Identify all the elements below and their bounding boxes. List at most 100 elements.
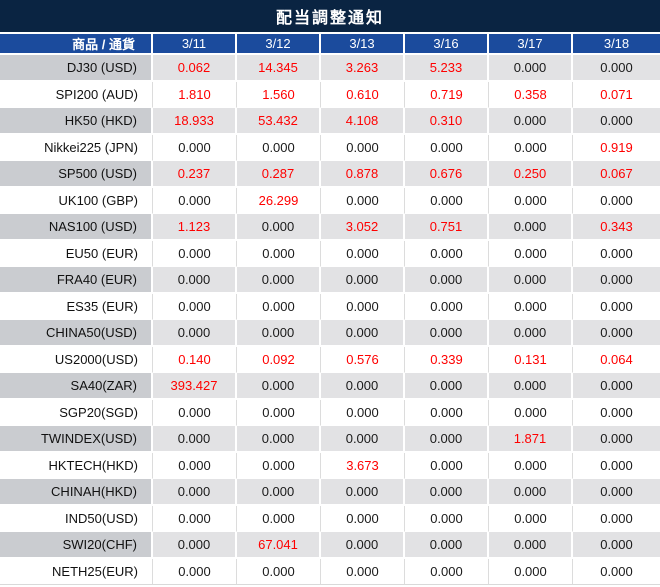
dividend-adjustment-table: 商品 / 通貨 3/11 3/12 3/13 3/16 3/17 3/18 DJ30 (U… [0, 34, 660, 585]
adjustment-value-cell: 0.000 [405, 294, 489, 320]
row-label: FRA40 (EUR) [0, 266, 153, 295]
adjustment-value-cell: 0.000 [489, 188, 573, 214]
adjustment-value-cell: 0.000 [573, 506, 660, 532]
adjustment-value-cell: 3.263 [321, 55, 405, 83]
adjustment-value-cell: 3.052 [321, 213, 405, 242]
adjustment-value-cell: 0.878 [321, 160, 405, 189]
adjustment-value-cell: 14.345 [237, 55, 321, 83]
adjustment-value-cell: 0.000 [237, 319, 321, 348]
adjustment-value-cell: 0.131 [489, 347, 573, 373]
adjustment-value-cell: 0.000 [489, 506, 573, 532]
adjustment-value-cell: 0.000 [573, 266, 660, 295]
table-row: CHINAH(HKD) 0.000 0.000 0.000 0.000 0.000 0.00… [0, 478, 660, 507]
adjustment-value-cell: 0.000 [573, 559, 660, 585]
adjustment-value-cell: 4.108 [321, 107, 405, 136]
table-row: EU50 (EUR) 0.000 0.000 0.000 0.000 0.000 0.000 [0, 241, 660, 267]
adjustment-value-cell: 1.810 [153, 82, 237, 108]
adjustment-value-cell: 0.000 [573, 294, 660, 320]
table-row: CHINA50(USD) 0.000 0.000 0.000 0.000 0.000 0.0… [0, 319, 660, 348]
adjustment-value-cell: 0.000 [237, 294, 321, 320]
adjustment-value-cell: 0.000 [237, 213, 321, 242]
adjustment-value-cell: 0.000 [321, 400, 405, 426]
adjustment-value-cell: 1.560 [237, 82, 321, 108]
column-header-date: 3/18 [573, 34, 660, 55]
adjustment-value-cell: 0.000 [489, 241, 573, 267]
adjustment-value-cell: 0.000 [153, 135, 237, 161]
row-label: EU50 (EUR) [0, 241, 153, 267]
adjustment-value-cell: 0.000 [573, 425, 660, 454]
table-row: NETH25(EUR) 0.000 0.000 0.000 0.000 0.000 0.00… [0, 559, 660, 585]
adjustment-value-cell: 0.000 [321, 559, 405, 585]
adjustment-value-cell: 5.233 [405, 55, 489, 83]
adjustment-value-cell: 0.000 [573, 319, 660, 348]
adjustment-value-cell: 0.000 [489, 213, 573, 242]
table-row: SPI200 (AUD) 1.810 1.560 0.610 0.719 0.358 0.0… [0, 82, 660, 108]
adjustment-value-cell: 0.000 [573, 453, 660, 479]
adjustment-value-cell: 0.919 [573, 135, 660, 161]
adjustment-value-cell: 0.000 [405, 241, 489, 267]
adjustment-value-cell: 0.000 [489, 294, 573, 320]
adjustment-value-cell: 0.000 [153, 506, 237, 532]
row-label: TWINDEX(USD) [0, 425, 153, 454]
column-header-date: 3/17 [489, 34, 573, 55]
adjustment-value-cell: 0.000 [153, 319, 237, 348]
adjustment-value-cell: 0.000 [489, 478, 573, 507]
adjustment-value-cell: 53.432 [237, 107, 321, 136]
row-label: HKTECH(HKD) [0, 453, 153, 479]
adjustment-value-cell: 0.000 [153, 478, 237, 507]
adjustment-value-cell: 0.000 [489, 55, 573, 83]
adjustment-value-cell: 0.000 [237, 372, 321, 401]
row-label: DJ30 (USD) [0, 55, 153, 83]
row-label: UK100 (GBP) [0, 188, 153, 214]
row-label: Nikkei225 (JPN) [0, 135, 153, 161]
column-header-date: 3/13 [321, 34, 405, 55]
adjustment-value-cell: 0.000 [237, 506, 321, 532]
adjustment-value-cell: 0.000 [153, 453, 237, 479]
adjustment-value-cell: 0.000 [321, 478, 405, 507]
adjustment-value-cell: 0.000 [405, 266, 489, 295]
table-row: Nikkei225 (JPN) 0.000 0.000 0.000 0.000 0.000… [0, 135, 660, 161]
adjustment-value-cell: 0.000 [573, 107, 660, 136]
adjustment-value-cell: 0.000 [405, 559, 489, 585]
column-header-date: 3/12 [237, 34, 321, 55]
row-label: NAS100 (USD) [0, 213, 153, 242]
adjustment-value-cell: 0.000 [489, 135, 573, 161]
adjustment-value-cell: 0.287 [237, 160, 321, 189]
adjustment-value-cell: 0.000 [321, 135, 405, 161]
adjustment-value-cell: 0.000 [405, 188, 489, 214]
adjustment-value-cell: 0.000 [237, 266, 321, 295]
adjustment-value-cell: 1.871 [489, 425, 573, 454]
adjustment-value-cell: 0.000 [405, 425, 489, 454]
row-label: SWI20(CHF) [0, 531, 153, 560]
adjustment-value-cell: 0.000 [405, 506, 489, 532]
adjustment-value-cell: 0.000 [321, 372, 405, 401]
adjustment-value-cell: 67.041 [237, 531, 321, 560]
column-header-date: 3/11 [153, 34, 237, 55]
row-label: SA40(ZAR) [0, 372, 153, 401]
adjustment-value-cell: 0.250 [489, 160, 573, 189]
column-header-product-currency: 商品 / 通貨 [0, 34, 153, 55]
table-row: ES35 (EUR) 0.000 0.000 0.000 0.000 0.000 0.000 [0, 294, 660, 320]
adjustment-value-cell: 0.000 [405, 478, 489, 507]
adjustment-value-cell: 0.000 [321, 319, 405, 348]
column-header-date: 3/16 [405, 34, 489, 55]
adjustment-value-cell: 0.000 [321, 294, 405, 320]
adjustment-value-cell: 0.000 [237, 425, 321, 454]
adjustment-value-cell: 0.000 [321, 266, 405, 295]
adjustment-value-cell: 0.000 [405, 400, 489, 426]
row-label: ES35 (EUR) [0, 294, 153, 320]
adjustment-value-cell: 0.000 [321, 188, 405, 214]
row-label: SP500 (USD) [0, 160, 153, 189]
row-label: IND50(USD) [0, 506, 153, 532]
adjustment-value-cell: 0.343 [573, 213, 660, 242]
adjustment-value-cell: 0.000 [153, 400, 237, 426]
adjustment-value-cell: 0.576 [321, 347, 405, 373]
adjustment-value-cell: 0.000 [321, 425, 405, 454]
table-body: DJ30 (USD) 0.062 14.345 3.263 5.233 0.000 0.00… [0, 55, 660, 585]
adjustment-value-cell: 0.067 [573, 160, 660, 189]
adjustment-value-cell: 0.092 [237, 347, 321, 373]
table-row: US2000(USD) 0.140 0.092 0.576 0.339 0.131 0.06… [0, 347, 660, 373]
table-row: FRA40 (EUR) 0.000 0.000 0.000 0.000 0.000 0.00… [0, 266, 660, 295]
table-row: HKTECH(HKD) 0.000 0.000 3.673 0.000 0.000 0.00… [0, 453, 660, 479]
adjustment-value-cell: 0.064 [573, 347, 660, 373]
